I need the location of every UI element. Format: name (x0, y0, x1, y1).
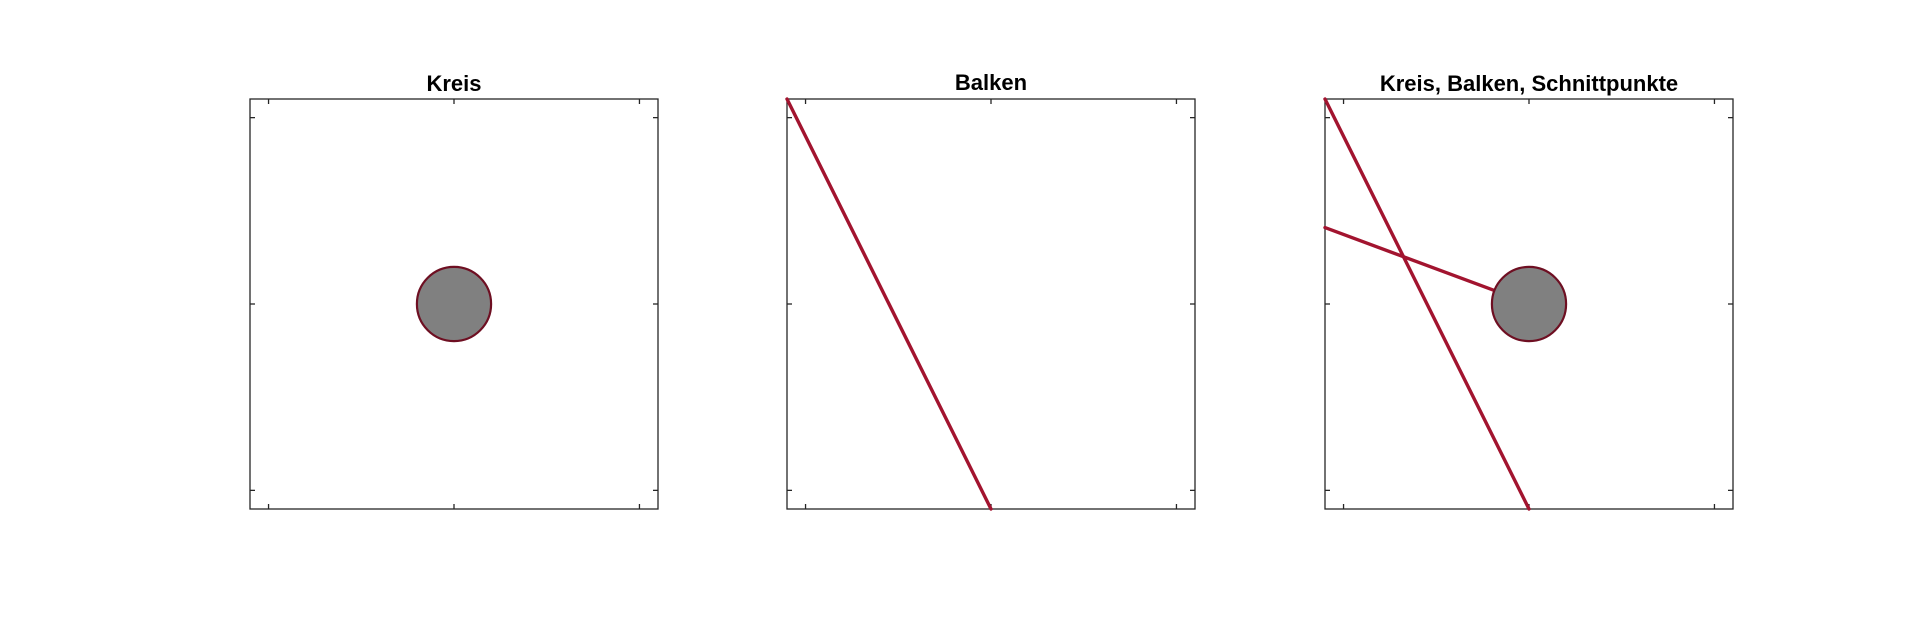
circle-layer (415, 265, 493, 343)
circle-layer (1490, 265, 1568, 343)
axis-ticks (250, 99, 658, 509)
beam-layer (785, 97, 993, 511)
panel-kreis: Kreis (249, 71, 659, 510)
axis-ticks (787, 99, 1195, 509)
panel-kreis-balken-schnittpunkte: Kreis, Balken, Schnittpunkte (1323, 71, 1734, 511)
panel-balken: Balken (785, 70, 1196, 511)
panel-title: Kreis, Balken, Schnittpunkte (1380, 71, 1678, 96)
circle-shape (415, 265, 493, 343)
axes-box (786, 98, 1196, 510)
panel-title: Balken (955, 70, 1027, 95)
circle-shape (1490, 265, 1568, 343)
panel-title: Kreis (426, 71, 481, 96)
beam-layer (1323, 97, 1531, 511)
beam-line (1323, 97, 1531, 511)
beam-line (785, 97, 993, 511)
beam-line (1323, 225, 1498, 293)
